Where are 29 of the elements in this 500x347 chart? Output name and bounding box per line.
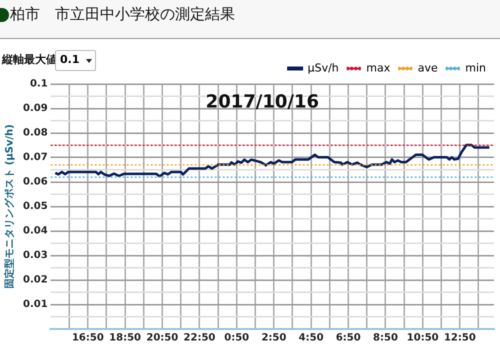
legend-label: μSv/h — [308, 61, 339, 74]
x-tick-label: 12:50 — [444, 332, 476, 344]
legend-label: min — [465, 61, 486, 74]
y-tick-label: 0.04 — [22, 226, 48, 237]
x-tick-label: 22:50 — [184, 332, 216, 344]
x-tick-label: 2:50 — [261, 332, 286, 344]
y-tick-label: 0.05 — [22, 201, 48, 212]
chart-title: 柏市 市立田中小学校の測定結果 — [10, 5, 235, 24]
y-tick-label: 0.08 — [22, 128, 48, 139]
x-tick-label: 8:50 — [373, 332, 398, 344]
text: 2017/10/16 — [206, 92, 320, 113]
x-tick-label: 6:50 — [336, 332, 361, 344]
dropdown-field: 0.1 — [55, 50, 96, 71]
y-tick-label: 0.03 — [22, 250, 48, 262]
y-tick-label: 0.06 — [22, 176, 48, 188]
y-tick-label: 0.01 — [22, 299, 48, 310]
y-tick-label: 0.09 — [22, 103, 48, 114]
legend-label: ave — [418, 61, 438, 74]
y-tick-label: 0.07 — [22, 152, 48, 164]
x-tick-label: 0:50 — [224, 332, 250, 344]
y-tick-label: 0.02 — [22, 274, 48, 286]
legend-label: max — [366, 61, 391, 74]
y-axis-title: 固定型モニタリングポスト (μSv/h) — [4, 124, 16, 289]
x-tick-label: 10:50 — [406, 332, 439, 344]
x-tick-label: 4:50 — [298, 332, 324, 344]
x-tick-label: 18:50 — [109, 332, 142, 344]
x-tick-label: 20:50 — [146, 332, 178, 344]
y-tick-label: 0.1 — [30, 78, 48, 90]
x-tick-label: 16:50 — [72, 332, 104, 344]
